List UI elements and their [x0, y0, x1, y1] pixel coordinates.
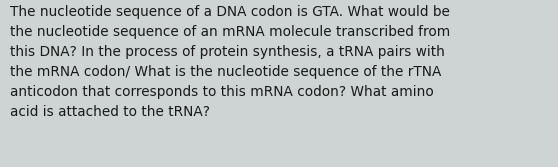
- Text: The nucleotide sequence of a DNA codon is GTA. What would be
the nucleotide sequ: The nucleotide sequence of a DNA codon i…: [10, 5, 450, 119]
